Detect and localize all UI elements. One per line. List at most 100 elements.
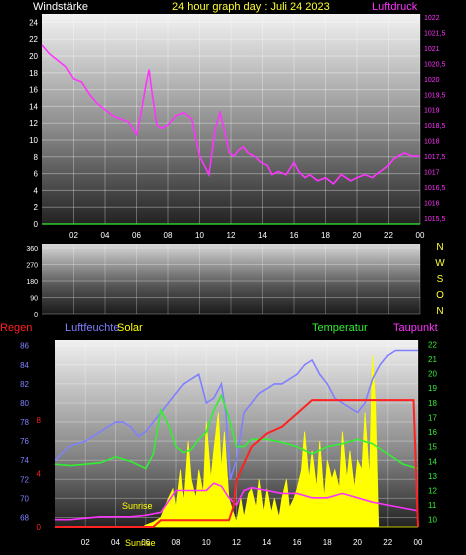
temperature-tick-label: 18: [428, 399, 437, 408]
humidity-tick-label: 72: [20, 475, 29, 484]
x-tick-label: 22: [383, 538, 392, 547]
humidity-line: [54, 349, 418, 480]
x-tick-label: 10: [195, 231, 204, 240]
wind-tick-label: 0: [34, 220, 39, 229]
temperature-tick-label: 21: [428, 355, 437, 364]
pressure-plot-area: [42, 14, 420, 224]
humidity-tick-label: 70: [20, 494, 29, 503]
x-tick-label: 04: [101, 231, 110, 240]
wind-tick-label: 24: [29, 18, 38, 27]
x-tick-label: 04: [111, 538, 120, 547]
rain-tick-label: 8: [37, 416, 42, 425]
wind-tick-label: 6: [34, 170, 39, 179]
x-tick-label: 18: [323, 538, 332, 547]
x-tick-label: 06: [132, 231, 141, 240]
humidity-tick-label: 84: [20, 361, 29, 370]
direction-tick-label: 270: [26, 263, 38, 270]
x-tick-label: 08: [164, 231, 173, 240]
rain-line: [55, 399, 419, 528]
temperature-tick-label: 12: [428, 486, 437, 495]
wind-tick-label: 8: [34, 153, 39, 162]
wind-tick-label: 10: [29, 136, 38, 145]
temperature-line: [54, 393, 419, 470]
pressure-tick-label: 1020,5: [424, 61, 446, 68]
rain-tick-label: 4: [37, 470, 42, 479]
pressure-tick-label: 1015,5: [424, 216, 446, 223]
temperature-grid: [55, 340, 419, 527]
compass-label: O: [436, 290, 444, 301]
wind-tick-label: 20: [29, 52, 38, 61]
x-tick-label: 00: [416, 231, 425, 240]
temperature-tick-label: 13: [428, 472, 437, 481]
pressure-tick-label: 1019: [424, 108, 440, 115]
sunrise-annotation-bottom: Sunrise: [125, 538, 156, 548]
temperature-tick-label: 20: [428, 370, 437, 379]
x-tick-label: 20: [353, 231, 362, 240]
temperature-tick-label: 17: [428, 413, 437, 422]
pressure-tick-label: 1021,5: [424, 31, 446, 38]
wind-direction-plot-area: [42, 244, 420, 314]
pressure-tick-label: 1016: [424, 200, 440, 207]
wind-direction-y-ticks: 360 270 180 90 0: [26, 246, 38, 319]
temperature-tick-label: 16: [428, 428, 437, 437]
humidity-tick-label: 82: [20, 380, 29, 389]
humidity-y-axis-ticks: 68 70 72 74 76 78 80 82 84 86: [20, 342, 29, 523]
pressure-wind-chart: Windstärke 24 hour graph day : Juli 24 2…: [29, 1, 445, 240]
x-tick-label: 10: [202, 538, 211, 547]
x-tick-label: 18: [321, 231, 330, 240]
temperature-series-group: [54, 349, 419, 528]
chart-title: 24 hour graph day : Juli 24 2023: [172, 1, 330, 13]
pressure-tick-label: 1022: [424, 15, 440, 22]
wind-tick-label: 4: [34, 186, 39, 195]
rain-y-axis-ticks: 0 4 8: [37, 416, 42, 532]
x-tick-label: 06: [141, 538, 150, 547]
x-axis-ticks-top: 02 04 06 08 10 12 14 16 18 20 22 00: [69, 231, 425, 240]
wind-direction-grid: [42, 244, 421, 315]
x-tick-label: 08: [172, 538, 181, 547]
pressure-tick-label: 1017,5: [424, 154, 446, 161]
temperature-label: Temperatur: [312, 322, 368, 334]
x-axis-ticks-bottom: 02 04 06 08 10 12 14 16 18 20 22 00: [81, 538, 423, 547]
wind-tick-label: 22: [29, 35, 38, 44]
wind-tick-label: 2: [34, 203, 39, 212]
compass-label: N: [436, 242, 443, 253]
temperature-y-axis-ticks: 10 11 12 13 14 15 16 17 18 19 20 21 22: [428, 340, 437, 524]
pressure-tick-label: 1020: [424, 77, 440, 84]
dewpoint-line: [55, 482, 419, 521]
pressure-tick-label: 1016,5: [424, 185, 446, 192]
temperature-tick-label: 14: [428, 457, 437, 466]
wind-tick-label: 16: [29, 86, 38, 95]
wind-tick-label: 18: [29, 69, 38, 78]
humidity-tick-label: 86: [20, 342, 29, 351]
temperature-tick-label: 15: [428, 443, 437, 452]
compass-label: S: [437, 274, 444, 285]
x-tick-label: 14: [258, 231, 267, 240]
pressure-y-axis-ticks: 1015,5 1016 1016,5 1017 1017,5 1018 1018,5 1019…: [424, 15, 446, 223]
wind-tick-label: 14: [29, 102, 38, 111]
temperature-tick-label: 10: [428, 516, 437, 525]
wind-axis-title: Windstärke: [33, 1, 88, 13]
x-tick-label: 16: [290, 231, 299, 240]
x-tick-label: 12: [232, 538, 241, 547]
humidity-tick-label: 68: [20, 513, 29, 522]
humidity-tick-label: 80: [20, 399, 29, 408]
x-tick-label: 00: [414, 538, 423, 547]
direction-tick-label: 0: [34, 312, 38, 319]
pressure-series-group: [41, 44, 420, 225]
solar-label: Solar: [117, 322, 143, 334]
compass-label: N: [436, 306, 443, 317]
direction-tick-label: 180: [26, 279, 38, 286]
temperature-tick-label: 11: [428, 501, 437, 510]
pressure-tick-label: 1021: [424, 46, 440, 53]
solar-area: [55, 355, 418, 528]
humidity-tick-label: 76: [20, 437, 29, 446]
direction-tick-label: 90: [30, 296, 38, 303]
humidity-label: Luftfeuchte: [65, 322, 119, 334]
temperature-tick-label: 19: [428, 384, 437, 393]
pressure-tick-label: 1018,5: [424, 123, 446, 130]
pressure-axis-title: Luftdruck: [372, 1, 418, 13]
